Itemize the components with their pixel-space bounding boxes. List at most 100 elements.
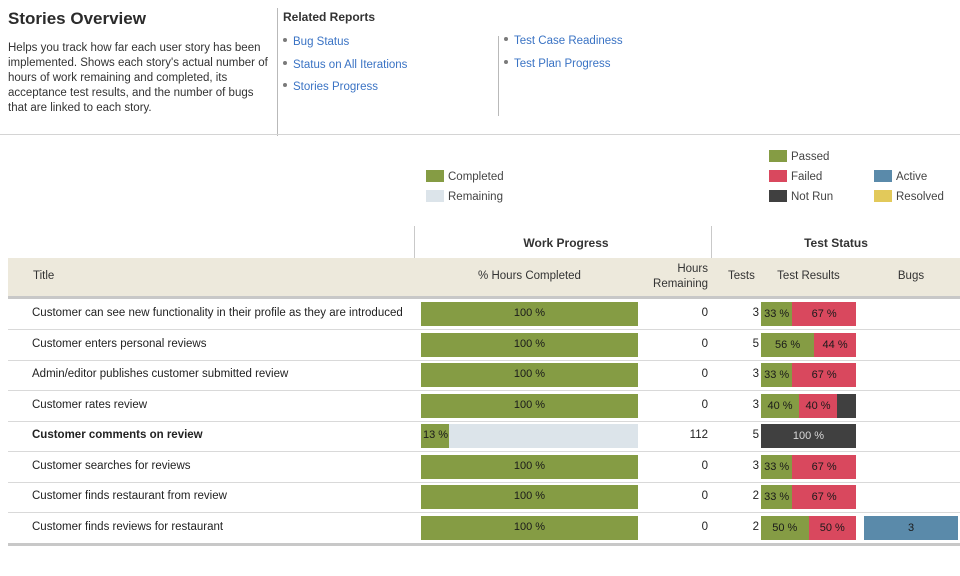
failed-segment: 50 % — [808, 515, 856, 540]
bullet-icon — [283, 37, 287, 42]
legend-passed: Passed — [769, 150, 829, 163]
link-label: Bug Status — [293, 36, 350, 48]
passed-segment: 33 % — [761, 454, 793, 479]
test-count: 3 — [752, 368, 759, 380]
hours-remaining: 0 — [701, 490, 708, 502]
active-swatch — [874, 170, 892, 182]
link-status-on-all-iterations[interactable]: Status on All Iterations — [283, 59, 407, 71]
link-stories-progress[interactable]: Stories Progress — [283, 81, 378, 93]
table-row[interactable]: Customer finds restaurant from review 100… — [8, 482, 960, 513]
header-bottom-border — [8, 296, 960, 299]
hours-remaining: 112 — [689, 429, 708, 441]
test-results-bar: 33 % 67 % — [761, 363, 856, 387]
page-title: Stories Overview — [8, 9, 146, 28]
legend-label: Remaining — [448, 191, 503, 204]
legend-active: Active — [874, 170, 927, 183]
table-group-header: Work Progress Test Status — [8, 226, 960, 258]
bullet-icon — [504, 59, 508, 64]
not-run-swatch — [769, 190, 787, 202]
work-progress-bar: 100 % — [421, 515, 638, 540]
pct-completed-label: 100 % — [513, 337, 546, 350]
col-pct-hours-completed[interactable]: % Hours Completed — [478, 270, 581, 282]
failed-segment: 67 % — [792, 485, 856, 509]
test-results-bar: 33 % 67 % — [761, 302, 856, 326]
story-title[interactable]: Customer finds reviews for restaurant — [32, 520, 224, 533]
legend-failed: Failed — [769, 170, 822, 183]
not-run-segment: 100 % — [761, 424, 856, 448]
work-progress-bar: 100 % — [421, 393, 638, 418]
link-test-plan-progress[interactable]: Test Plan Progress — [504, 58, 611, 70]
legend-resolved: Resolved — [874, 190, 944, 204]
col-tests[interactable]: Tests — [728, 270, 755, 282]
col-bugs[interactable]: Bugs — [897, 270, 925, 282]
table-row[interactable]: Customer can see new functionality in th… — [8, 299, 960, 330]
test-count: 3 — [752, 307, 759, 319]
table-row[interactable]: Customer searches for reviews 100 % 0 3 33 %… — [8, 452, 960, 483]
passed-segment: 33 % — [761, 302, 793, 326]
story-title[interactable]: Customer enters personal reviews — [32, 337, 207, 350]
not-run-segment — [837, 393, 856, 418]
story-title[interactable]: Customer can see new functionality in th… — [32, 307, 403, 319]
failed-segment: 44 % — [814, 332, 856, 357]
completed-fill — [421, 485, 638, 509]
pct-completed-label: 100 % — [513, 459, 546, 472]
table-row[interactable]: Customer comments on review 13 % 112 5 100 % — [8, 421, 960, 452]
story-title[interactable]: Customer comments on review — [32, 429, 203, 441]
test-count: 5 — [752, 337, 759, 350]
passed-segment: 33 % — [761, 485, 793, 509]
legend-completed: Completed — [426, 170, 504, 184]
table-row[interactable]: Customer finds reviews for restaurant 100… — [8, 513, 960, 544]
table-row[interactable]: Customer rates review 100 % 0 3 40 % 40 % — [8, 391, 960, 422]
link-label: Test Case Readiness — [514, 35, 623, 47]
story-title[interactable]: Customer finds restaurant from review — [32, 490, 227, 502]
remaining-swatch — [426, 190, 444, 202]
link-test-case-readiness[interactable]: Test Case Readiness — [504, 35, 623, 47]
bullet-icon — [504, 36, 508, 41]
legend-label: Completed — [448, 171, 504, 184]
work-progress-bar: 100 % — [421, 302, 638, 326]
link-bug-status[interactable]: Bug Status — [283, 36, 349, 48]
col-hours-remaining[interactable]: Hours Remaining — [653, 263, 708, 290]
legend-remaining: Remaining — [426, 190, 503, 204]
report-header: Stories Overview Helps you track how far… — [0, 0, 960, 136]
hours-remaining: 0 — [701, 398, 708, 411]
links-divider — [498, 36, 499, 116]
failed-segment: 67 % — [792, 454, 856, 479]
bullet-icon — [283, 82, 287, 87]
table-bottom-border — [8, 543, 960, 546]
header-divider — [277, 8, 278, 136]
passed-segment: 33 % — [761, 363, 793, 387]
table-column-header: Title % Hours Completed Hours Remaining … — [8, 258, 960, 296]
work-progress-bar: 100 % — [421, 363, 638, 387]
pct-completed-label: 100 % — [513, 490, 546, 502]
work-progress-bar: 13 % — [421, 424, 638, 448]
table-row[interactable]: Customer enters personal reviews 100 % 0 5 5… — [8, 330, 960, 361]
work-progress-bar: 100 % — [421, 485, 638, 509]
test-count: 5 — [752, 429, 759, 441]
completed-fill — [421, 302, 638, 326]
test-results-bar: 50 % 50 % — [761, 515, 856, 540]
group-work-progress: Work Progress — [523, 236, 609, 250]
story-title[interactable]: Customer rates review — [32, 398, 148, 411]
table-row[interactable]: Admin/editor publishes customer submitte… — [8, 360, 960, 391]
col-title[interactable]: Title — [33, 270, 55, 282]
completed-fill — [421, 332, 638, 357]
test-results-bar: 100 % — [761, 424, 856, 448]
related-reports-title: Related Reports — [283, 10, 376, 24]
work-progress-bar: 100 % — [421, 332, 638, 357]
pct-completed-label: 100 % — [513, 398, 546, 411]
col-test-results[interactable]: Test Results — [777, 270, 840, 282]
story-title[interactable]: Admin/editor publishes customer submitte… — [32, 368, 289, 380]
report-description: Helps you track how far each user story … — [8, 42, 268, 114]
test-count: 2 — [752, 490, 759, 502]
hours-remaining: 0 — [701, 520, 708, 533]
pct-completed-label: 13 % — [423, 429, 449, 441]
pct-completed-label: 100 % — [513, 368, 546, 380]
completed-fill — [421, 454, 638, 479]
story-title[interactable]: Customer searches for reviews — [32, 459, 191, 472]
legend-label: Resolved — [896, 191, 944, 204]
test-results-bar: 40 % 40 % — [761, 393, 856, 418]
hours-remaining: 0 — [701, 307, 708, 319]
failed-segment: 67 % — [792, 363, 856, 387]
test-count: 3 — [752, 398, 759, 411]
